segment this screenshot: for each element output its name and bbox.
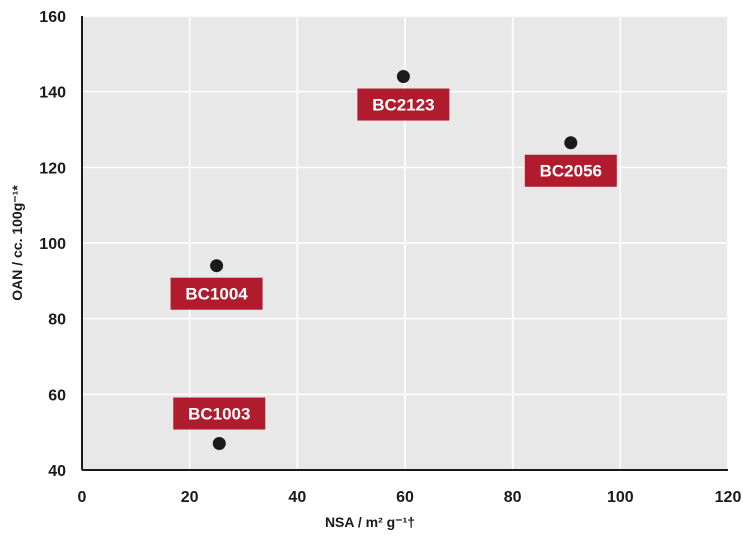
point-label-bc1004: BC1004 — [170, 277, 263, 310]
x-tick-label: 60 — [396, 489, 414, 506]
x-tick-label: 100 — [607, 489, 634, 506]
x-axis-label: NSA / m² g⁻¹† — [325, 514, 415, 530]
point-label-text: BC1004 — [185, 285, 248, 304]
point-label-text: BC1003 — [188, 405, 250, 424]
x-axis-ticks: 0 20 40 60 80 100 120 — [78, 489, 742, 506]
y-tick-label: 160 — [39, 9, 66, 26]
point-label-box — [170, 277, 263, 310]
point-label-box — [524, 154, 617, 187]
point-label-box — [357, 88, 450, 121]
x-tick-label: 40 — [288, 489, 306, 506]
data-point-bc1004 — [210, 259, 224, 273]
y-axis-ticks: 40 60 80 100 120 140 160 — [39, 9, 66, 480]
point-label-bc2056: BC2056 — [524, 154, 617, 187]
point-label-box — [173, 397, 266, 430]
point-label-bc1003: BC1003 — [173, 397, 266, 430]
x-tick-label: 120 — [715, 489, 742, 506]
y-tick-label: 80 — [48, 312, 66, 329]
x-tick-label: 0 — [78, 489, 87, 506]
y-tick-label: 60 — [48, 387, 66, 404]
data-point-bc1003 — [212, 437, 226, 451]
y-axis-label: OAN / cc. 100g⁻¹* — [9, 185, 25, 301]
x-tick-label: 80 — [504, 489, 522, 506]
point-label-text: BC2123 — [372, 96, 434, 115]
y-tick-label: 100 — [39, 236, 66, 253]
data-points: BC1003 BC1004 BC2123 BC2056 — [170, 70, 617, 451]
y-tick-label: 40 — [48, 463, 66, 480]
data-point-bc2056 — [564, 136, 578, 150]
point-label-text: BC2056 — [540, 162, 602, 181]
data-point-bc2123 — [396, 70, 410, 84]
y-tick-label: 140 — [39, 85, 66, 102]
y-tick-label: 120 — [39, 160, 66, 177]
axes — [81, 16, 728, 471]
point-label-bc2123: BC2123 — [357, 88, 450, 121]
x-tick-label: 20 — [181, 489, 199, 506]
